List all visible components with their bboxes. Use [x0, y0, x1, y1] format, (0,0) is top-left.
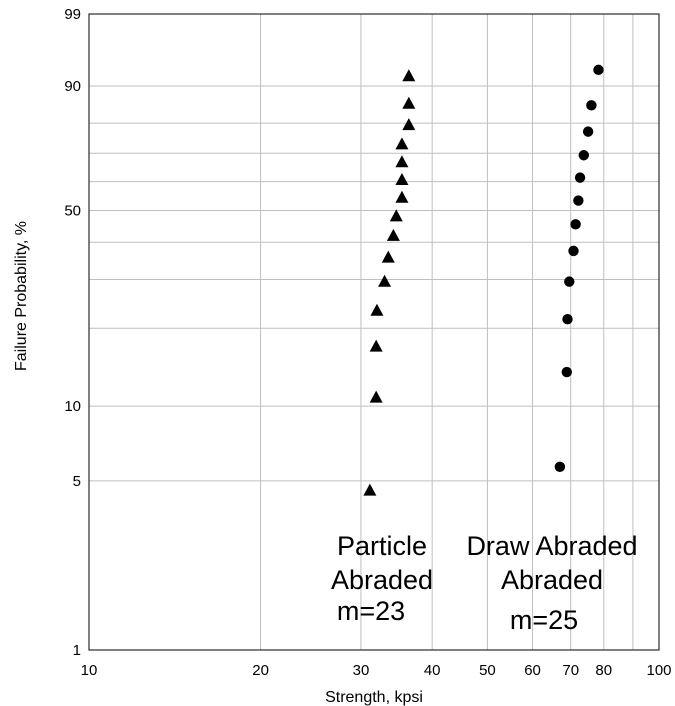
data-point-circle — [593, 64, 604, 76]
y-tick-label: 10 — [64, 398, 81, 415]
annotation-draw-subtitle: Abraded — [501, 565, 603, 595]
x-tick-label: 30 — [353, 662, 370, 679]
x-tick-label: 80 — [595, 662, 612, 679]
data-point-circle — [586, 100, 597, 111]
x-axis-title: Strength, kpsi — [325, 689, 423, 706]
data-point-triangle — [381, 250, 395, 263]
y-axis-title: Failure Probability, % — [13, 221, 30, 371]
annotation-particle-subtitle: Abraded — [331, 565, 433, 595]
data-point-triangle — [378, 274, 392, 287]
data-point-triangle — [369, 390, 383, 403]
data-series — [363, 64, 604, 496]
data-point-circle — [564, 276, 575, 287]
x-tick-label: 60 — [524, 662, 541, 679]
data-point-circle — [562, 314, 573, 325]
y-tick-labels: 1 5 10 50 90 99 — [64, 6, 81, 659]
data-point-triangle — [395, 173, 409, 186]
x-tick-label: 100 — [646, 662, 671, 679]
series-2 — [554, 64, 604, 473]
data-point-triangle — [395, 155, 409, 168]
data-point-circle — [582, 126, 594, 137]
data-point-triangle — [386, 228, 400, 241]
data-point-circle — [573, 195, 584, 206]
data-point-circle — [578, 150, 589, 161]
grid — [89, 14, 659, 650]
x-tick-labels: 10 20 30 40 50 60 70 80 100 — [81, 662, 672, 679]
data-point-circle — [554, 461, 566, 473]
annotations: Particle Abraded m=23 Draw Abraded Abrad… — [331, 531, 638, 635]
y-tick-label: 50 — [64, 203, 81, 220]
y-tick-label: 1 — [73, 642, 81, 659]
data-point-circle — [570, 219, 581, 230]
data-point-triangle — [402, 118, 416, 131]
axes — [88, 13, 660, 651]
x-tick-label: 70 — [562, 662, 579, 679]
annotation-particle-title: Particle — [337, 531, 427, 561]
data-point-circle — [574, 172, 586, 183]
plot-frame — [88, 13, 660, 651]
x-tick-label: 40 — [424, 662, 441, 679]
data-point-triangle — [402, 96, 416, 109]
data-point-circle — [568, 245, 579, 257]
data-point-triangle — [389, 209, 403, 222]
data-point-triangle — [363, 483, 377, 496]
data-point-triangle — [370, 303, 384, 316]
data-point-triangle — [369, 339, 383, 352]
data-point-triangle — [395, 190, 409, 203]
y-tick-label: 90 — [64, 78, 81, 95]
annotation-particle-modulus: m=23 — [337, 596, 405, 626]
data-point-circle — [561, 366, 572, 378]
y-tick-label: 5 — [73, 473, 81, 490]
y-tick-label: 99 — [64, 6, 81, 23]
x-tick-label: 50 — [479, 662, 496, 679]
x-tick-label: 20 — [252, 662, 269, 679]
annotation-draw-title: Draw Abraded — [466, 531, 637, 561]
data-point-triangle — [402, 69, 416, 82]
annotation-draw-modulus: m=25 — [510, 605, 578, 635]
data-point-triangle — [395, 137, 409, 150]
x-tick-label: 10 — [81, 662, 98, 679]
series-1 — [363, 69, 416, 496]
